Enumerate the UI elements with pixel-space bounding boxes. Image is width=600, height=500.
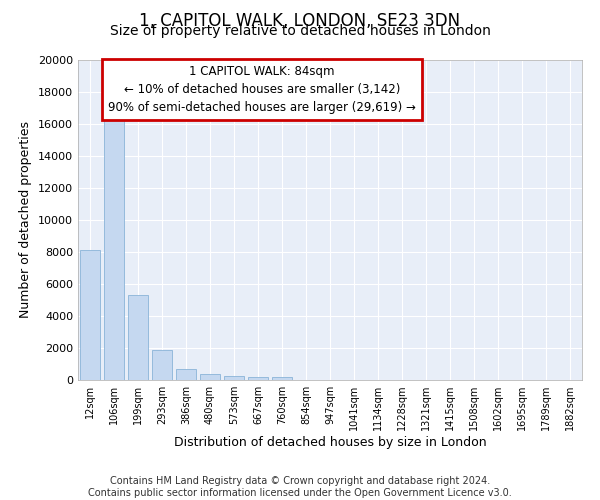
Bar [128,295,148,380]
Bar [152,350,172,380]
Bar [200,374,220,380]
Bar [272,377,292,380]
Bar [248,376,268,380]
Bar [176,369,196,380]
Text: Contains HM Land Registry data © Crown copyright and database right 2024.
Contai: Contains HM Land Registry data © Crown c… [88,476,512,498]
Text: Size of property relative to detached houses in London: Size of property relative to detached ho… [110,24,490,38]
Bar [104,114,124,380]
Bar [80,250,100,380]
Text: 1, CAPITOL WALK, LONDON, SE23 3DN: 1, CAPITOL WALK, LONDON, SE23 3DN [139,12,461,30]
Bar [224,376,244,380]
Y-axis label: Number of detached properties: Number of detached properties [19,122,32,318]
X-axis label: Distribution of detached houses by size in London: Distribution of detached houses by size … [173,436,487,449]
Text: 1 CAPITOL WALK: 84sqm
← 10% of detached houses are smaller (3,142)
90% of semi-d: 1 CAPITOL WALK: 84sqm ← 10% of detached … [108,65,416,114]
